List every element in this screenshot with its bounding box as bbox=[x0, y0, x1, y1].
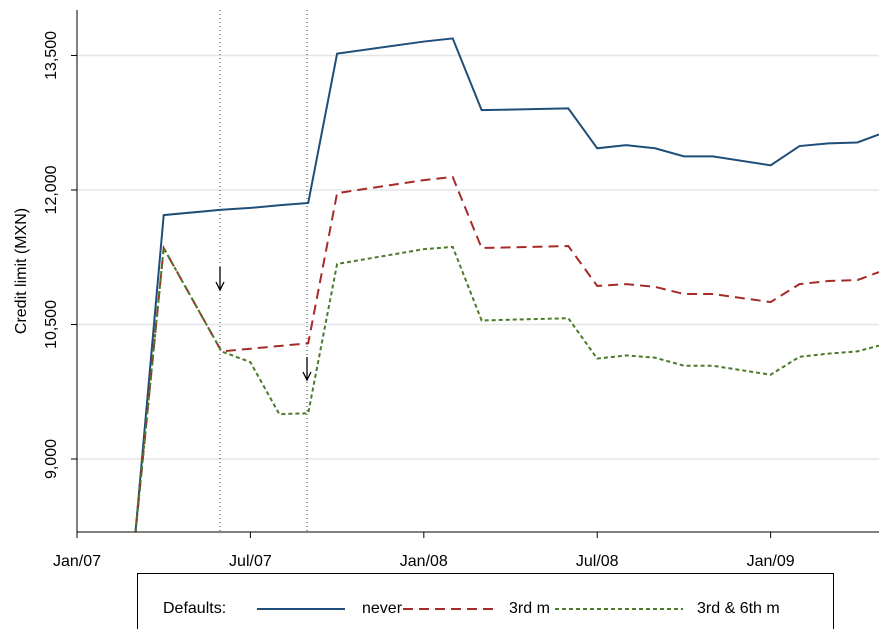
series-line bbox=[134, 244, 879, 532]
y-tick-label: 9,000 bbox=[43, 439, 60, 479]
legend-label: never bbox=[362, 600, 403, 617]
legend-entries: never 3rd m 3rd & 6th m bbox=[257, 600, 780, 617]
grid bbox=[77, 54, 879, 460]
y-axis-label: Credit limit (MXN) bbox=[13, 208, 30, 334]
plot-area bbox=[134, 37, 879, 532]
y-tick-label: 13,500 bbox=[43, 31, 60, 80]
legend bbox=[137, 573, 834, 629]
y-tick-label: 12,000 bbox=[43, 165, 60, 214]
x-tick-label: Jul/07 bbox=[229, 553, 272, 570]
legend-label: 3rd & 6th m bbox=[697, 600, 780, 617]
series-line bbox=[134, 37, 879, 532]
legend-label: 3rd m bbox=[509, 600, 550, 617]
legend-title: Defaults: bbox=[163, 600, 226, 617]
x-tick-label: Jan/07 bbox=[53, 553, 101, 570]
x-tick-label: Jan/09 bbox=[747, 553, 795, 570]
y-tick-label: 10,500 bbox=[43, 300, 60, 349]
x-tick-label: Jul/08 bbox=[576, 553, 619, 570]
series-line bbox=[134, 175, 879, 532]
x-tick-label: Jan/08 bbox=[400, 553, 448, 570]
arrow bbox=[215, 267, 312, 382]
